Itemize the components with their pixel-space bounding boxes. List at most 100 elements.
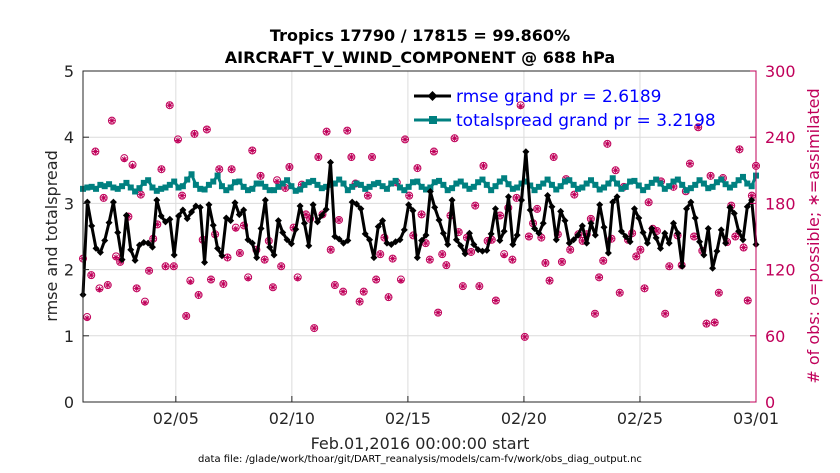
rmse-point [88, 222, 96, 230]
totalspread-point [453, 180, 460, 187]
totalspread-point [566, 177, 573, 184]
obs-assimilated-point [373, 276, 380, 283]
obs-assimilated-point [509, 256, 516, 263]
obs-possible-point [339, 287, 348, 296]
obs-possible-point [413, 164, 422, 173]
totalspread-point [592, 181, 599, 188]
obs-possible-point [330, 281, 339, 290]
totalspread-point [674, 176, 681, 183]
totalspread-point [149, 184, 156, 191]
totalspread-point [362, 185, 369, 192]
obs-assimilated-point [703, 320, 710, 327]
rmse-point [596, 201, 604, 209]
totalspread-point [544, 176, 551, 183]
obs-assimilated-point [608, 235, 615, 242]
y-left-tick-label: 5 [64, 62, 74, 81]
x-tick-label: 02/20 [501, 409, 547, 428]
obs-possible-point [107, 116, 116, 125]
obs-assimilated-point [311, 325, 318, 332]
rmse-point [518, 196, 526, 204]
obs-assimilated-point [369, 154, 376, 161]
rmse-point [561, 217, 569, 225]
rmse-point [366, 236, 374, 244]
totalspread-point [627, 178, 634, 185]
rmse-point [101, 236, 109, 244]
totalspread-point [175, 184, 182, 191]
obs-assimilated-point [695, 124, 702, 131]
obs-assimilated-point [236, 250, 243, 257]
rmse-point [457, 242, 465, 250]
obs-assimilated-point [455, 229, 462, 236]
totalspread-point [718, 176, 725, 183]
totalspread-point [514, 184, 521, 191]
obs-assimilated-point [129, 162, 136, 169]
obs-assimilated-point [100, 194, 107, 201]
obs-possible-point [359, 287, 368, 296]
obs-assimilated-point [645, 199, 652, 206]
obs-assimilated-point [744, 297, 751, 304]
obs-possible-point [636, 245, 645, 254]
rmse-point [166, 215, 174, 223]
totalspread-point [696, 177, 703, 184]
obs-assimilated-point [104, 282, 111, 289]
obs-possible-point [178, 191, 187, 200]
totalspread-point [653, 176, 660, 183]
rmse-point [730, 209, 738, 217]
rmse-point [396, 236, 404, 244]
totalspread-point [449, 185, 456, 192]
rmse-point [261, 196, 269, 204]
y-left-tick-label: 1 [64, 327, 74, 346]
obs-possible-point [376, 250, 385, 259]
obs-possible-point [665, 262, 674, 271]
rmse-point [639, 229, 647, 237]
obs-assimilated-point [542, 259, 549, 266]
y-right-tick-label: 300 [765, 62, 796, 81]
obs-possible-point [632, 252, 641, 261]
chart-title-line1: Tropics 17790 / 17815 = 99.860% [270, 26, 570, 45]
totalspread-point [700, 180, 707, 187]
totalspread-point [301, 181, 308, 188]
y-left-tick-label: 2 [64, 261, 74, 280]
legend: rmse grand pr = 2.6189 totalspread grand… [414, 87, 716, 131]
legend-spread-marker [429, 116, 437, 124]
rmse-point [305, 242, 313, 250]
rmse-point [231, 199, 239, 207]
x-tick-label: 02/15 [385, 409, 431, 428]
obs-assimilated-point [170, 263, 177, 270]
obs-possible-point [417, 210, 426, 219]
totalspread-point [84, 184, 91, 191]
obs-assimilated-point [653, 227, 660, 234]
totalspread-point [114, 185, 121, 192]
totalspread-point [496, 178, 503, 185]
obs-assimilated-point [335, 216, 342, 223]
totalspread-point [739, 173, 746, 180]
obs-possible-point [471, 201, 480, 210]
obs-assimilated-point [224, 254, 231, 261]
totalspread-point [179, 183, 186, 190]
rmse-point [279, 229, 287, 237]
totalspread-point [349, 183, 356, 190]
obs-possible-point [103, 281, 112, 290]
obs-assimilated-point [133, 285, 140, 292]
totalspread-point [253, 180, 260, 187]
totalspread-point [258, 180, 265, 187]
rmse-point [370, 254, 378, 262]
obs-assimilated-point [641, 285, 648, 292]
obs-assimilated-point [571, 191, 578, 198]
obs-assimilated-point [286, 163, 293, 170]
rmse-point [491, 205, 499, 213]
y-axis-left-label: rmse and totalspread [42, 150, 61, 321]
obs-assimilated-point [633, 253, 640, 260]
obs-possible-point [347, 153, 356, 162]
obs-possible-point [190, 129, 199, 138]
obs-assimilated-point [670, 183, 677, 190]
totalspread-point [726, 184, 733, 191]
obs-possible-point [219, 279, 228, 288]
obs-possible-point [607, 234, 616, 243]
totalspread-point [153, 187, 160, 194]
obs-assimilated-point [406, 192, 413, 199]
obs-assimilated-point [686, 160, 693, 167]
obs-assimilated-point [331, 282, 338, 289]
obs-possible-point [438, 250, 447, 259]
obs-assimilated-point [732, 233, 739, 240]
